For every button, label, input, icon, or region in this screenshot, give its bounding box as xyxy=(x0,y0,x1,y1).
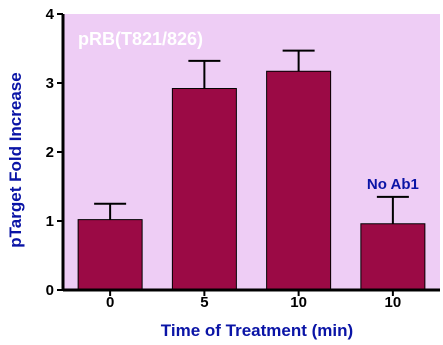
bar-3 xyxy=(360,223,426,291)
bar-2 xyxy=(266,70,332,291)
chart-title: pRB(T821/826) xyxy=(78,29,203,49)
annotation-0: No Ab1 xyxy=(367,176,419,193)
y-tick-label-2: 2 xyxy=(46,144,54,161)
y-tick-label-0: 0 xyxy=(46,282,54,299)
y-ticks-layer: 0 1 2 3 4 xyxy=(46,6,63,299)
y-tick-label-1: 1 xyxy=(46,213,54,230)
annotations-layer: No Ab1 xyxy=(367,176,419,193)
error-bars-layer xyxy=(94,49,409,224)
x-tick-label-3: 10 xyxy=(385,294,402,311)
y-tick-label-4: 4 xyxy=(46,6,55,23)
y-axis-label: pTarget Fold Increase xyxy=(6,72,25,247)
bars-layer xyxy=(77,70,426,291)
y-tick-label-3: 3 xyxy=(46,75,54,92)
x-tick-label-0: 0 xyxy=(106,294,114,311)
x-tick-label-1: 5 xyxy=(200,294,208,311)
bar-0 xyxy=(77,219,143,291)
x-axis-label: Time of Treatment (min) xyxy=(161,321,353,340)
bar-1 xyxy=(171,88,237,291)
x-tick-label-2: 10 xyxy=(290,294,307,311)
x-ticks-layer: 0 5 10 10 xyxy=(106,290,401,311)
